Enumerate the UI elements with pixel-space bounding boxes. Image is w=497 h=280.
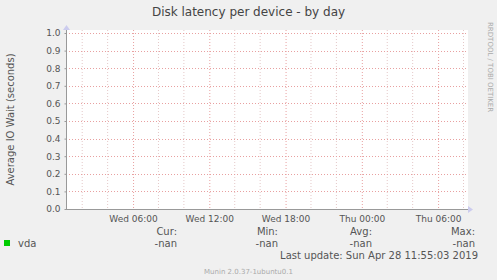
y-tick-label: 0.0 xyxy=(46,204,61,214)
y-tick-mark xyxy=(65,121,67,122)
y-tick: 0.7 xyxy=(46,81,66,91)
grid-line xyxy=(438,30,439,209)
y-tick: 0.3 xyxy=(46,152,66,162)
y-tick-mark xyxy=(65,174,67,175)
y-tick: 0.2 xyxy=(46,169,66,179)
x-axis-line xyxy=(66,209,468,210)
grid-line-minor xyxy=(158,30,159,209)
grid-line-minor xyxy=(463,30,464,209)
grid-line xyxy=(286,30,287,209)
x-tick-label: Wed 06:00 xyxy=(109,214,158,224)
y-tick-label: 0.2 xyxy=(46,169,60,179)
y-tick-mark xyxy=(65,156,67,157)
x-axis: Wed 06:00 Wed 12:00 Wed 18:00 Thu 00:00 Thu … xyxy=(66,210,468,224)
y-tick: 0.1 xyxy=(46,187,66,197)
y-tick-label: 0.7 xyxy=(46,81,60,91)
y-axis-line xyxy=(66,30,67,209)
legend-header: Cur: xyxy=(156,226,177,237)
y-tick-label: 0.1 xyxy=(46,187,60,197)
grid-line-minor xyxy=(387,30,388,209)
grid-line xyxy=(66,33,468,34)
x-tick: Wed 18:00 xyxy=(262,210,311,224)
title: Disk latency per device - by day xyxy=(152,5,345,19)
legend-header: Min: xyxy=(257,226,278,237)
credit: Munin 2.0.37-1ubuntu0.1 xyxy=(204,268,293,276)
y-tick-mark xyxy=(65,86,67,87)
y-tick-mark xyxy=(65,191,67,192)
y-tick-mark xyxy=(65,68,67,69)
grid-line xyxy=(362,30,363,209)
watermark: RRDTOOL / TOBI OETIKER xyxy=(486,22,494,112)
y-tick-mark xyxy=(65,51,67,52)
grid-line-minor xyxy=(336,30,337,209)
legend-stat: -nan xyxy=(350,238,372,249)
grid-line xyxy=(66,139,468,140)
y-tick: 0.5 xyxy=(46,116,66,126)
x-tick: Wed 12:00 xyxy=(186,210,235,224)
x-tick: Wed 06:00 xyxy=(109,210,158,224)
y-tick: 0.0 xyxy=(46,204,66,214)
grid-line xyxy=(66,103,468,104)
y-tick-label: 0.5 xyxy=(46,116,60,126)
y-tick-label: 0.4 xyxy=(46,134,61,144)
legend-swatch xyxy=(4,240,10,246)
grid-line-minor xyxy=(412,30,413,209)
grid-line xyxy=(66,174,468,175)
grid-line xyxy=(66,51,468,52)
grid-line xyxy=(66,191,468,192)
y-tick-mark xyxy=(65,103,67,104)
y-tick-mark xyxy=(65,139,67,140)
legend: Cur: Min: Avg: Max: vda -nan -nan -nan -nan xyxy=(4,226,475,249)
y-axis: 0.0 0.1 0.2 0.3 0.4 0.5 0.6 0.7 0.8 0.9 1.0 xyxy=(46,28,66,214)
x-tick-label: Thu 06:00 xyxy=(415,214,462,224)
legend-header: Avg: xyxy=(350,226,372,237)
grid-line xyxy=(209,30,210,209)
grid-line-minor xyxy=(234,30,235,209)
y-tick: 0.9 xyxy=(46,46,66,56)
y-axis-arrow xyxy=(63,25,70,30)
grid-line xyxy=(66,121,468,122)
grid-line-minor xyxy=(183,30,184,209)
grid-line xyxy=(66,156,468,157)
y-tick-label: 1.0 xyxy=(46,28,61,38)
y-tick-label: 0.9 xyxy=(46,46,61,56)
chart: Wed 06:00 Wed 12:00 Wed 18:00 Thu 00:00 Thu … xyxy=(0,0,497,280)
y-tick-label: 0.6 xyxy=(46,99,61,109)
y-tick-mark xyxy=(65,33,67,34)
y-tick-mark xyxy=(65,209,67,210)
footer: Last update: Sun Apr 28 11:55:03 2019 xyxy=(280,250,478,261)
legend-stat: -nan xyxy=(155,238,177,249)
x-tick: Thu 06:00 xyxy=(415,210,462,224)
y-tick-label: 0.3 xyxy=(46,152,60,162)
grid-line xyxy=(66,209,468,210)
legend-header: Max: xyxy=(451,226,475,237)
legend-stat: -nan xyxy=(453,238,475,249)
grid-line-minor xyxy=(107,30,108,209)
legend-stat: -nan xyxy=(256,238,278,249)
grid-line xyxy=(66,68,468,69)
grid-line xyxy=(66,86,468,87)
plot-area xyxy=(66,30,468,209)
grid-line-minor xyxy=(82,30,83,209)
y-tick-label: 0.8 xyxy=(46,64,61,74)
x-axis-arrow xyxy=(468,206,473,213)
x-tick: Thu 00:00 xyxy=(338,210,385,224)
x-tick-label: Wed 18:00 xyxy=(262,214,311,224)
y-axis-title: Average IO Wait (seconds) xyxy=(5,53,16,185)
x-tick-label: Thu 00:00 xyxy=(338,214,385,224)
background xyxy=(0,0,497,280)
y-tick: 0.6 xyxy=(46,99,66,109)
grid-line xyxy=(133,30,134,209)
x-tick-label: Wed 12:00 xyxy=(186,214,235,224)
grid xyxy=(66,30,468,210)
y-tick: 0.4 xyxy=(46,134,66,144)
grid-line-minor xyxy=(310,30,311,209)
y-tick: 0.8 xyxy=(46,64,66,74)
legend-label: vda xyxy=(18,238,36,249)
grid-line-minor xyxy=(260,30,261,209)
